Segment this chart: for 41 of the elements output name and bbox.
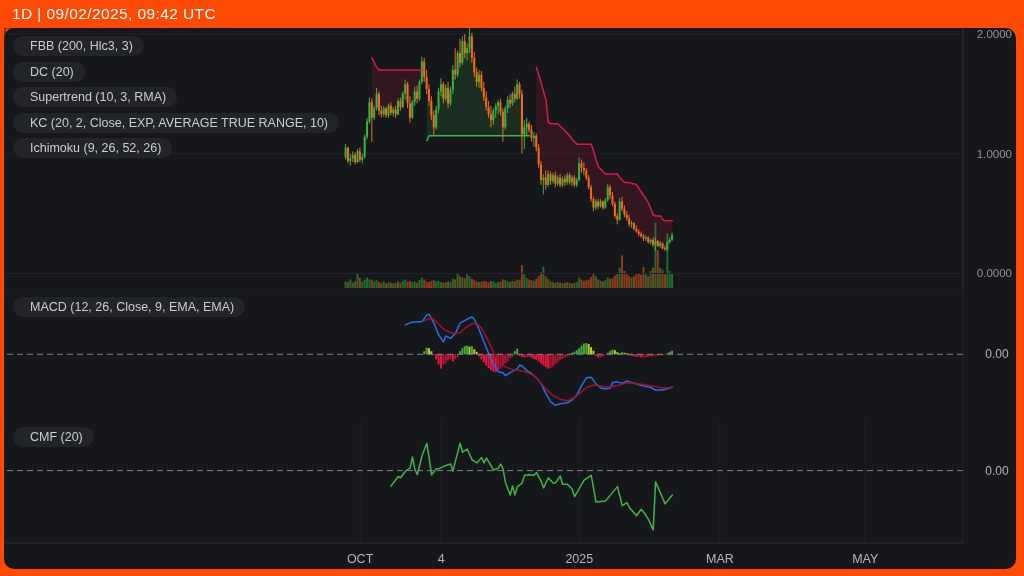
x-tick-label: MAY <box>852 552 880 566</box>
chart-title: CMF (20) <box>30 430 83 444</box>
ref-line-label: 0.00 <box>985 463 1009 478</box>
candlestick <box>461 35 464 66</box>
bar <box>542 267 545 288</box>
annotation: KC (20, 2, Close, EXP, AVERAGE TRUE RANGE, 10) <box>30 115 329 130</box>
candlestick <box>478 69 481 89</box>
bar <box>642 267 645 288</box>
bar <box>590 276 593 288</box>
x-tick-label: 2025 <box>565 552 594 566</box>
y-tick-label: 0.0000 <box>976 267 1012 280</box>
candlestick <box>618 197 621 222</box>
bar <box>663 274 666 288</box>
bar <box>540 272 542 288</box>
y-tick-label: 1.0000 <box>976 147 1012 160</box>
x-tick-label: MAR <box>706 552 734 566</box>
bar <box>523 274 526 288</box>
line-series <box>535 66 674 222</box>
bar <box>621 255 624 288</box>
chart-title: 1D | 09/02/2025, 09:42 UTC <box>12 5 216 22</box>
bar <box>520 265 523 288</box>
bar <box>613 275 616 288</box>
bar <box>428 282 430 288</box>
x-tick-label: 4 <box>437 552 445 566</box>
bar <box>656 250 659 288</box>
bar <box>618 267 621 288</box>
annotation: FBB (200, Hlc3, 3) <box>30 39 133 53</box>
y-tick-label: 2.0000 <box>976 27 1012 40</box>
bar <box>358 277 361 288</box>
bar <box>652 267 655 288</box>
x-tick-label: OCT <box>346 552 374 566</box>
annotation: DC (20) <box>30 64 74 79</box>
bar <box>592 272 595 288</box>
annotation: Supertrend (10, 3, RMA) <box>30 90 167 104</box>
candlestick <box>377 90 380 116</box>
bar <box>625 274 628 288</box>
bar <box>671 272 674 288</box>
annotation: Ichimoku (9, 26, 52, 26) <box>30 141 162 155</box>
bar <box>439 354 442 369</box>
bar <box>356 272 359 288</box>
bar <box>616 274 619 288</box>
